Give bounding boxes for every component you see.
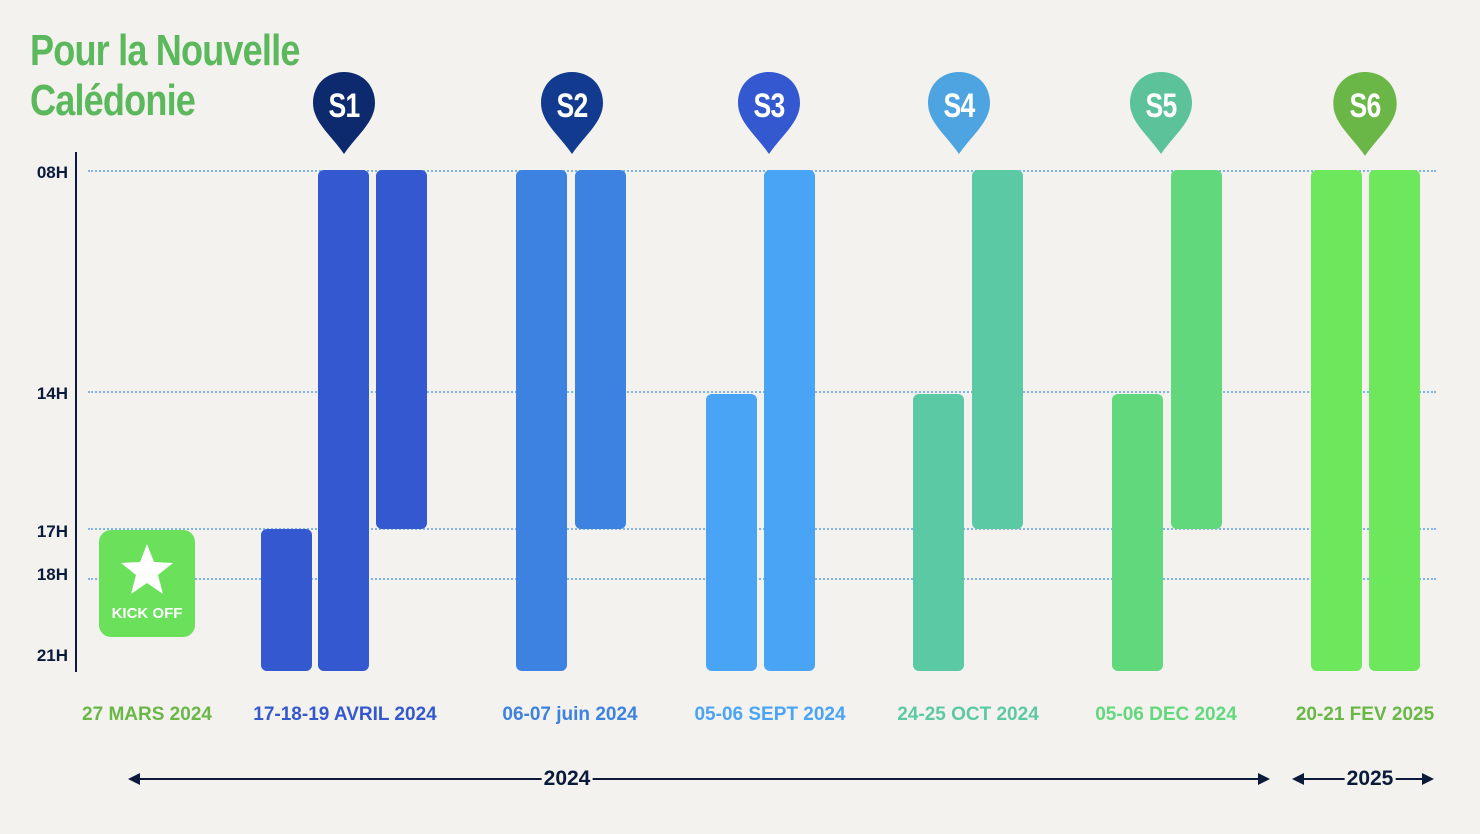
year-2024-label: 2024 <box>541 767 593 791</box>
date-s5: 05-06 DEC 2024 <box>1095 704 1237 725</box>
gridline-08h <box>88 170 1436 172</box>
map-pin-icon <box>1333 72 1397 156</box>
gridline-18h <box>88 578 1436 580</box>
map-pin-icon <box>928 72 990 154</box>
date-s3: 05-06 SEPT 2024 <box>694 704 846 725</box>
session-pin-s4: S4 <box>926 70 992 160</box>
gridline-17h <box>88 528 1436 530</box>
year-2025-label: 2025 <box>1344 767 1396 791</box>
session-label: S6 <box>1349 87 1382 125</box>
session-pin-s3: S3 <box>736 70 802 160</box>
schedule-bar-s1-day2 <box>318 170 369 671</box>
y-tick-08h: 08H <box>36 163 68 182</box>
schedule-bar-s5-day1 <box>1112 394 1163 671</box>
session-label: S5 <box>1145 87 1178 125</box>
arrow-right-icon <box>1422 773 1434 785</box>
map-pin-icon <box>1130 72 1192 154</box>
arrow-left-icon <box>1292 773 1304 785</box>
kickoff-label: KICK OFF <box>111 605 183 622</box>
schedule-bar-s3-day1 <box>706 394 757 671</box>
title-line-1: Pour la Nouvelle <box>30 26 300 75</box>
schedule-bar-s2-day2 <box>575 170 626 529</box>
y-tick-14h: 14H <box>36 384 68 403</box>
y-tick-18h: 18H <box>36 565 68 584</box>
gridline-14h <box>88 391 1436 393</box>
arrow-left-icon <box>128 773 140 785</box>
map-pin-icon <box>541 72 603 154</box>
schedule-bar-s1-day3 <box>376 170 427 529</box>
arrow-right-icon <box>1258 773 1270 785</box>
schedule-bar-s4-day2 <box>972 170 1023 529</box>
schedule-bar-s1-day1 <box>261 529 312 671</box>
session-label: S1 <box>328 87 361 125</box>
kickoff-badge: KICK OFF <box>99 530 195 637</box>
schedule-bar-s6-day1 <box>1311 170 1362 671</box>
session-label: S3 <box>753 87 786 125</box>
schedule-bar-s4-day1 <box>913 394 964 671</box>
title-line-2: Calédonie <box>30 76 196 125</box>
year-2024-arrow <box>138 778 1258 780</box>
date-s1: 17-18-19 AVRIL 2024 <box>253 704 437 725</box>
date-s2: 06-07 juin 2024 <box>502 704 638 725</box>
schedule-bar-s3-day2 <box>764 170 815 671</box>
session-pin-s5: S5 <box>1128 70 1194 160</box>
session-pin-s1: S1 <box>311 70 377 160</box>
map-pin-icon <box>313 72 375 154</box>
session-pin-s2: S2 <box>539 70 605 160</box>
schedule-bar-s6-day2 <box>1369 170 1420 671</box>
y-tick-21h: 21H <box>36 646 68 665</box>
schedule-bar-s2-day1 <box>516 170 567 671</box>
schedule-bar-s5-day2 <box>1171 170 1222 529</box>
date-kickoff: 27 MARS 2024 <box>82 704 212 725</box>
star-icon <box>121 544 173 594</box>
y-axis-line <box>75 152 77 672</box>
date-s6: 20-21 FEV 2025 <box>1295 704 1435 725</box>
map-pin-icon <box>738 72 800 154</box>
page-title: Pour la Nouvelle Calédonie <box>30 26 300 126</box>
session-label: S4 <box>943 87 976 125</box>
session-label: S2 <box>556 87 589 125</box>
y-tick-17h: 17H <box>36 522 68 541</box>
date-s4: 24-25 OCT 2024 <box>897 704 1039 725</box>
session-pin-s6: S6 <box>1328 70 1402 160</box>
